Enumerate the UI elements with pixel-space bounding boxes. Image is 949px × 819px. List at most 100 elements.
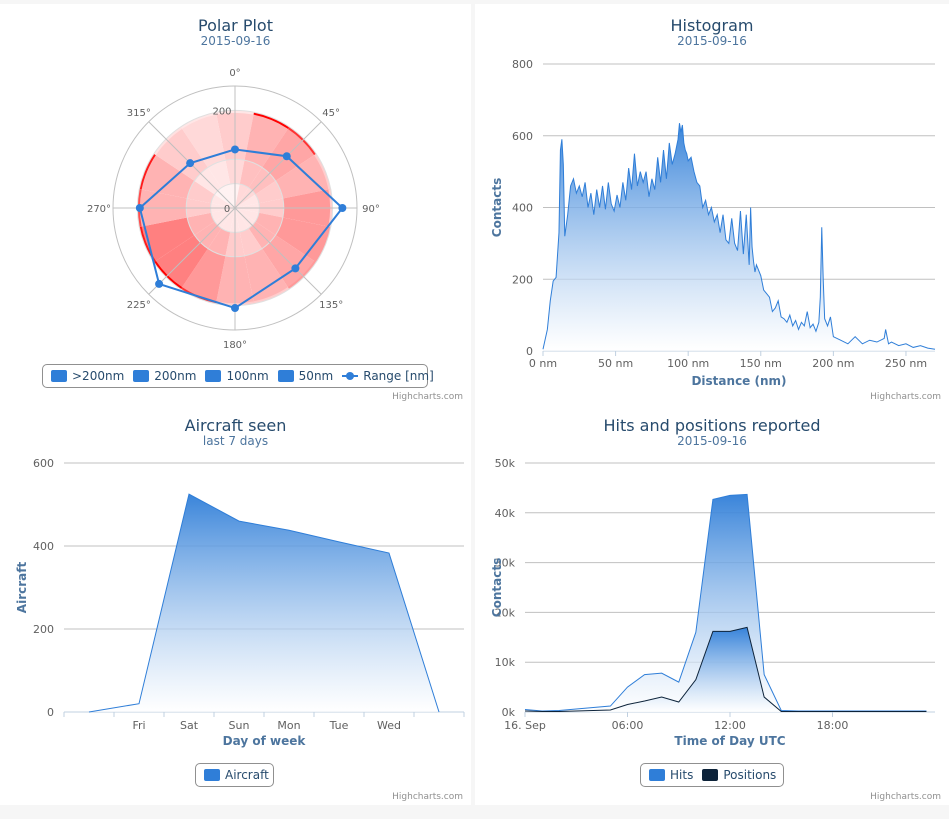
legend-label: 100nm — [226, 369, 269, 383]
y-tick-label: 600 — [33, 457, 54, 470]
hits-positions-chart-legend: Hits Positions — [640, 763, 784, 787]
x-tick-label: 250 nm — [885, 357, 927, 370]
legend-symbol — [133, 370, 150, 382]
polar-angle-label: 180° — [223, 340, 247, 351]
legend-item-positions[interactable]: Positions — [702, 768, 776, 782]
credits-link[interactable]: Highcharts.com — [392, 392, 463, 402]
polar-sector — [235, 184, 249, 208]
legend-label: Range [nm] — [363, 369, 434, 383]
polar-sector — [235, 208, 249, 232]
legend-label: 50nm — [298, 369, 334, 383]
aircraft-line — [88, 493, 440, 713]
y-tick-label: 400 — [512, 202, 533, 215]
x-tick-label: 18:00 — [817, 719, 849, 732]
polar-sector — [235, 208, 259, 222]
polar-sector — [275, 217, 331, 263]
polar-sector — [255, 212, 283, 236]
x-axis-title: Time of Day UTC — [674, 734, 785, 748]
histogram-chart-title: Histogram — [670, 16, 754, 35]
legend-item-hits[interactable]: Hits — [649, 768, 693, 782]
polar-sector — [314, 153, 331, 190]
y-tick-label: 0 — [526, 345, 533, 358]
polar-chart-legend: >200nm 200nm 100nm 50nm Range [nm] — [42, 364, 434, 388]
polar-chart-plot: 0° 45° 90° 135° 180° 225° 270° 315° 0 200 — [87, 68, 380, 351]
polar-sector — [139, 153, 156, 190]
legend-symbol — [277, 370, 294, 382]
x-tick-label: Wed — [377, 719, 401, 732]
polar-sector — [207, 228, 231, 256]
legend-symbol — [205, 370, 222, 382]
hits-area — [525, 494, 927, 712]
x-tick-label: 100 nm — [667, 357, 709, 370]
legend-item-range[interactable]: Range [nm] — [342, 369, 434, 383]
y-tick-label: 800 — [512, 58, 533, 71]
legend-symbol — [702, 769, 719, 781]
x-tick-label: 06:00 — [612, 719, 644, 732]
polar-sector — [239, 228, 263, 256]
polar-sector — [287, 260, 317, 290]
credits-link[interactable]: Highcharts.com — [870, 792, 941, 802]
polar-range-point — [338, 204, 347, 212]
polar-angle-label: 270° — [87, 204, 111, 215]
legend-item-over-200nm[interactable]: >200nm — [51, 369, 124, 383]
y-tick-label: 600 — [512, 130, 533, 143]
polar-range-point — [291, 264, 300, 273]
legend-label: >200nm — [72, 369, 125, 383]
legend-line-symbol — [342, 370, 359, 382]
aircraft-seen-chart-legend: Aircraft — [195, 763, 274, 787]
polar-angle-label: 0° — [229, 68, 240, 79]
legend-item-50nm[interactable]: 50nm — [277, 369, 334, 383]
legend-symbol — [649, 769, 665, 781]
polar-chart-panel: Polar Plot 2015-09-16 0° 45° 90° 135° 180° 22… — [0, 4, 471, 407]
x-tick-label: 16. Sep — [504, 719, 546, 732]
y-axis-title: Aircraft — [15, 562, 29, 614]
polar-sector — [187, 212, 215, 236]
y-axis-title: Contacts — [490, 558, 504, 617]
y-tick-label: 40k — [495, 507, 516, 520]
legend-item-100nm[interactable]: 100nm — [205, 369, 269, 383]
polar-angle-gridline — [234, 121, 322, 209]
credits-link[interactable]: Highcharts.com — [392, 792, 463, 802]
histogram-chart-plot: 0 200 400 600 800 0 nm 50 nm 100 nm 150 nm 200 nm… — [490, 58, 936, 388]
polar-radial-label: 0 — [224, 204, 230, 215]
x-tick-label: 50 nm — [598, 357, 633, 370]
polar-radial-label: 200 — [212, 106, 231, 117]
polar-range-point — [231, 304, 239, 313]
polar-sector — [221, 208, 235, 232]
polar-sector — [314, 226, 331, 263]
polar-range-point — [231, 145, 239, 154]
x-axis-title: Distance (nm) — [691, 374, 786, 388]
legend-label: 200nm — [154, 369, 197, 383]
polar-sector — [235, 194, 259, 208]
credits-link[interactable]: Highcharts.com — [870, 392, 941, 402]
polar-sector — [139, 217, 195, 263]
polar-range-point — [155, 279, 164, 288]
polar-sector — [139, 226, 156, 263]
x-tick-label: Sat — [180, 719, 199, 732]
x-tick-label: 150 nm — [740, 357, 782, 370]
y-tick-label: 0k — [502, 706, 516, 719]
y-tick-label: 200 — [512, 273, 533, 286]
y-tick-label: 0 — [47, 706, 54, 719]
polar-sector — [180, 248, 226, 304]
hits-positions-chart-title: Hits and positions reported — [603, 416, 821, 435]
polar-sector — [253, 287, 290, 304]
polar-sector — [287, 126, 317, 156]
hits-positions-chart-subtitle: 2015-09-16 — [677, 434, 747, 448]
x-tick-label: Sun — [229, 719, 250, 732]
polar-chart-title: Polar Plot — [198, 16, 273, 35]
polar-sector — [221, 184, 235, 208]
polar-sector — [255, 180, 283, 204]
polar-sector — [153, 260, 183, 290]
x-tick-label: Fri — [132, 719, 145, 732]
polar-sector — [207, 160, 231, 188]
polar-range-point — [186, 159, 195, 168]
legend-item-aircraft[interactable]: Aircraft — [204, 768, 269, 782]
polar-angle-label: 135° — [319, 300, 343, 311]
x-tick-label: 200 nm — [812, 357, 854, 370]
y-tick-label: 200 — [33, 623, 54, 636]
x-tick-label: Mon — [277, 719, 300, 732]
legend-item-200nm[interactable]: 200nm — [133, 369, 196, 383]
legend-symbol — [51, 370, 67, 382]
polar-range-point — [135, 204, 144, 212]
